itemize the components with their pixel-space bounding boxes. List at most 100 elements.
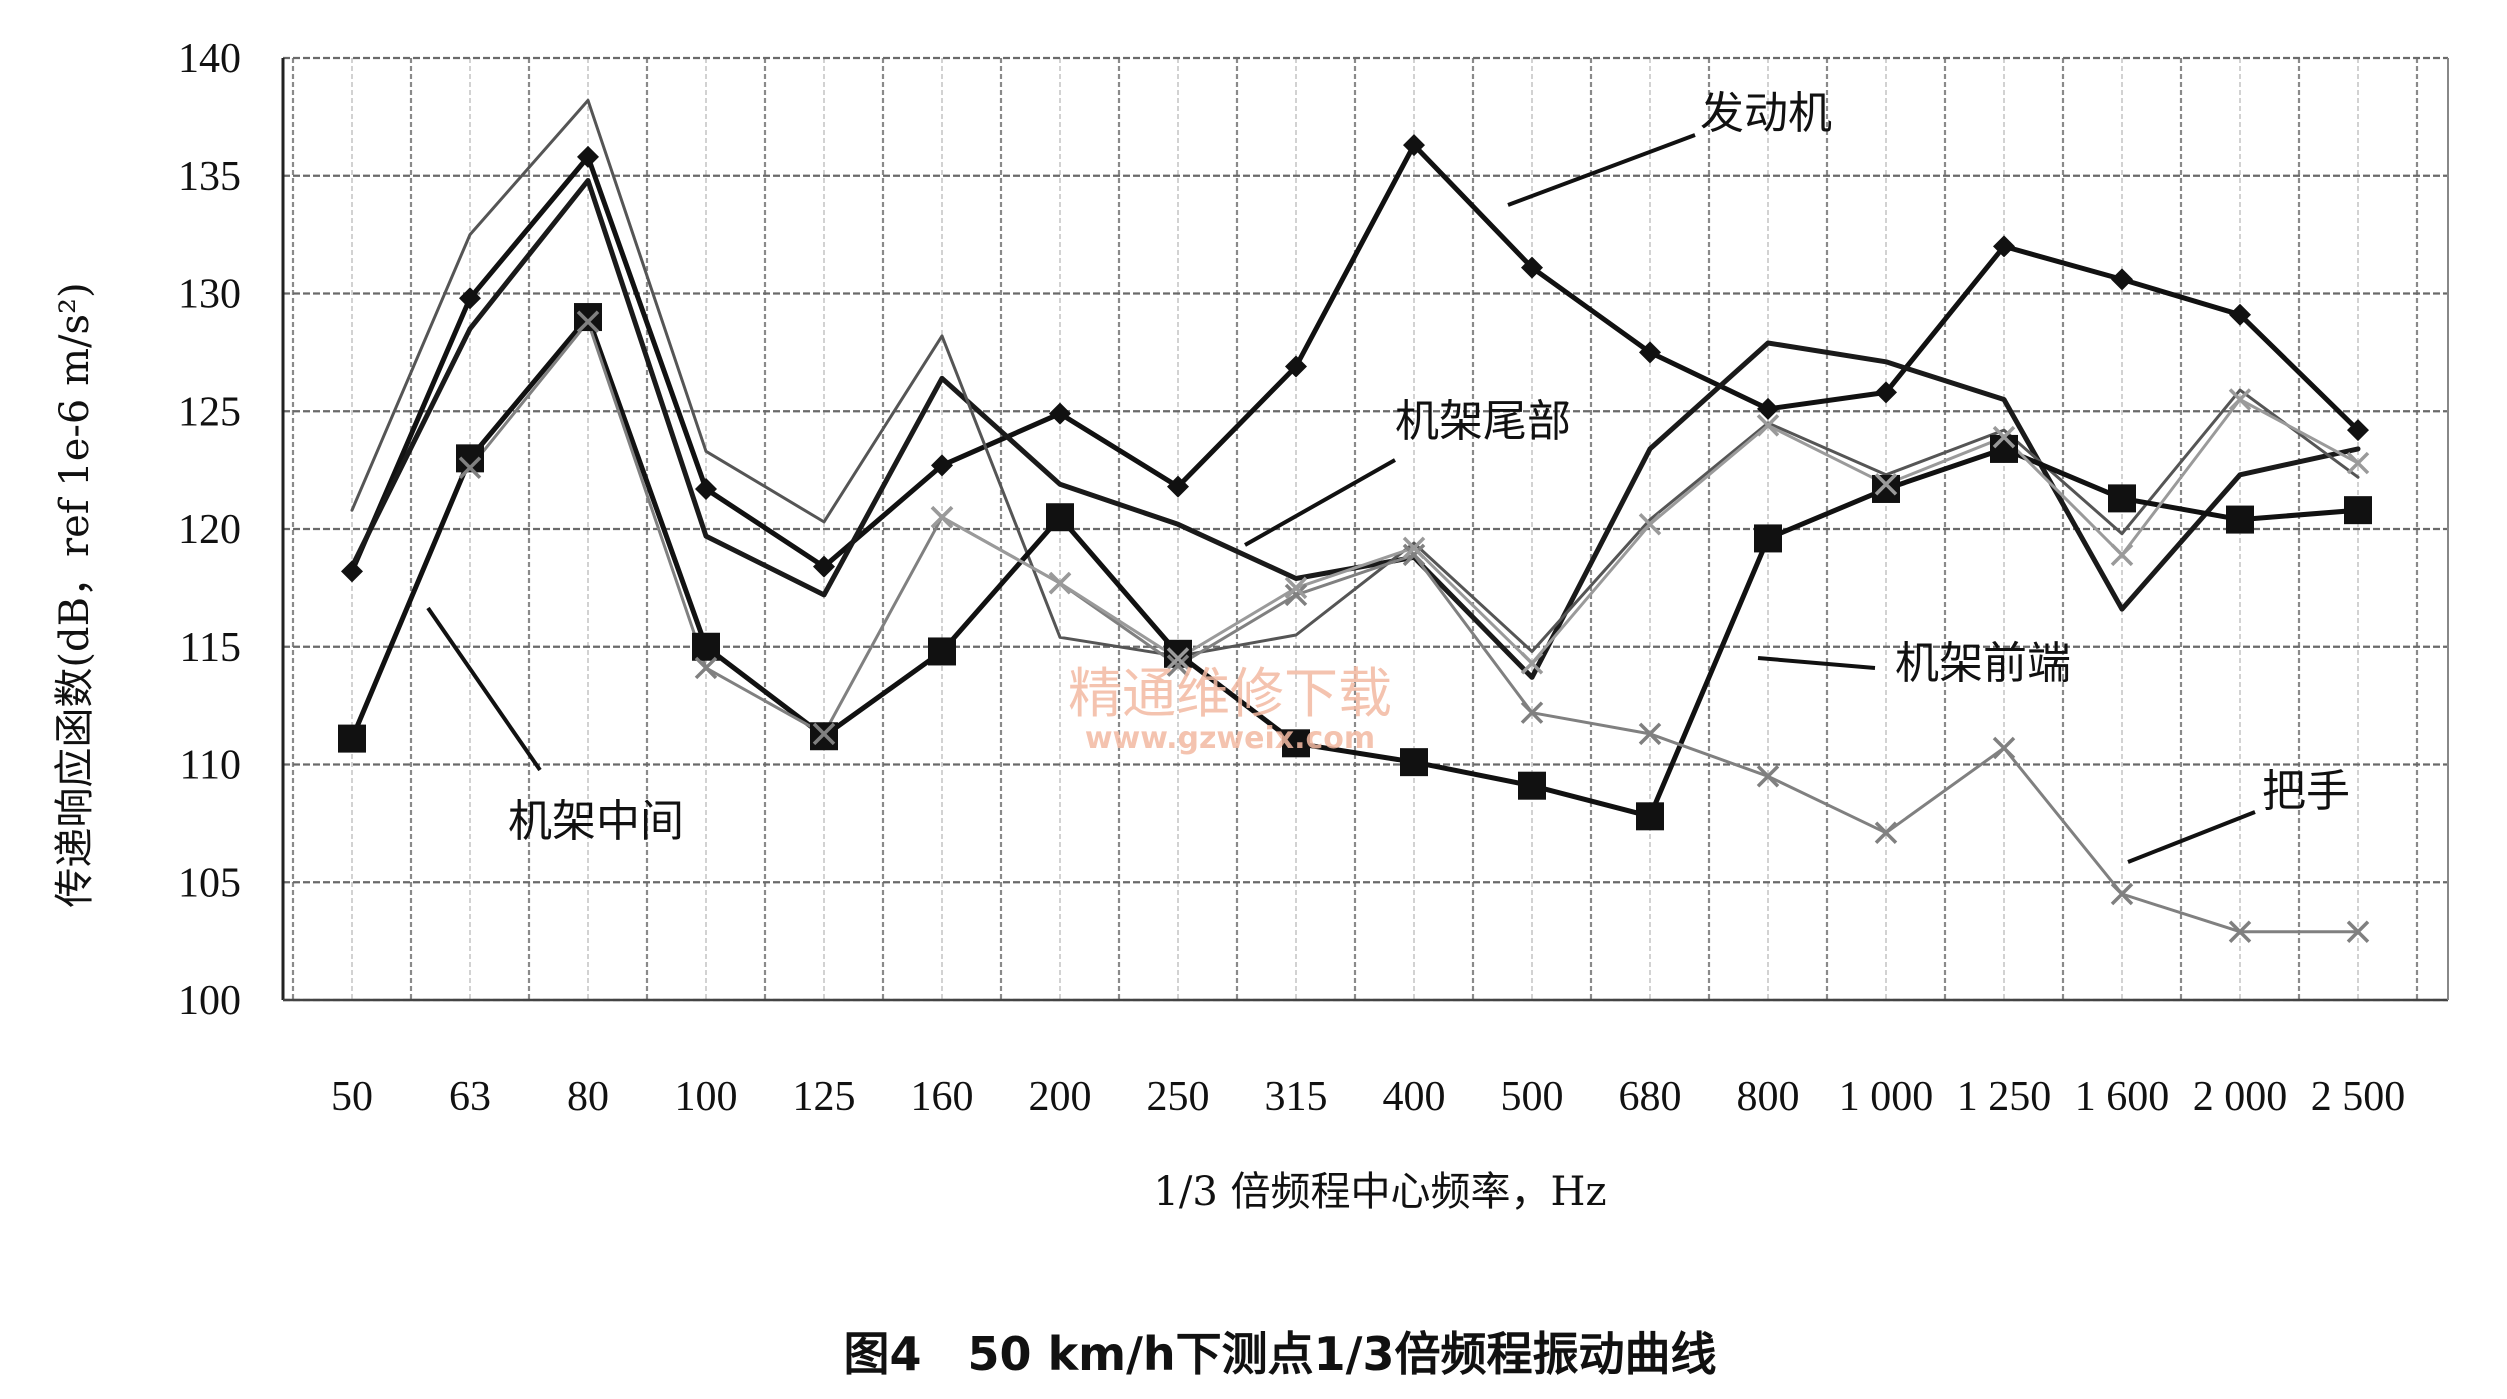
plot-frame xyxy=(281,58,2449,1002)
x-tick-label: 800 xyxy=(1737,1074,1800,1120)
annotation-label: 机架尾部 xyxy=(1395,396,1571,447)
data-point-cross xyxy=(1048,571,1072,595)
series-line xyxy=(349,142,2361,574)
data-point-cross xyxy=(1874,821,1898,845)
data-point-diamond xyxy=(813,555,835,578)
data-point-cross xyxy=(1756,765,1780,788)
data-point-cross xyxy=(2346,920,2370,943)
data-point-cross xyxy=(1402,543,1426,567)
data-point-square xyxy=(2108,484,2136,513)
data-point-square xyxy=(1400,748,1428,777)
data-point-diamond xyxy=(341,560,363,583)
x-tick-labels: 50 63 80 100 125 160 200 250 315 400 500 680 800 1 00… xyxy=(331,1074,2405,1120)
y-tick-label: 100 xyxy=(178,978,241,1024)
annotation-label: 发动机 xyxy=(1700,88,1832,139)
data-point-cross xyxy=(694,656,718,680)
data-point-cross xyxy=(1520,701,1544,724)
x-tick-label: 315 xyxy=(1265,1074,1328,1120)
x-tick-label: 63 xyxy=(449,1074,491,1120)
series-markers xyxy=(338,134,2372,943)
data-point-cross xyxy=(458,456,482,480)
data-point-diamond xyxy=(695,477,717,500)
x-tick-label: 2 000 xyxy=(2193,1074,2288,1120)
data-point-cross xyxy=(812,722,836,746)
data-point-cross xyxy=(1284,576,1308,600)
data-point-cross xyxy=(1166,647,1190,670)
data-point-square xyxy=(692,632,720,661)
y-tick-label: 115 xyxy=(180,625,241,671)
y-tick-labels: 100 105 110 115 120 125 130 135 140 xyxy=(178,36,241,1024)
x-tick-label: 250 xyxy=(1147,1074,1210,1120)
data-point-cross xyxy=(1992,425,2016,449)
x-tick-label: 1 000 xyxy=(1839,1074,1934,1120)
data-point-diamond xyxy=(1521,256,1543,279)
data-point-square xyxy=(928,637,956,666)
y-tick-label: 125 xyxy=(178,389,241,435)
data-point-cross xyxy=(1992,736,2016,760)
data-point-cross xyxy=(1284,583,1308,607)
data-point-diamond xyxy=(1875,381,1897,404)
data-point-cross xyxy=(2228,388,2252,411)
y-tick-label: 110 xyxy=(180,743,241,789)
y-tick-label: 135 xyxy=(178,154,241,200)
data-point-cross xyxy=(2110,882,2134,906)
data-point-diamond xyxy=(1285,355,1307,378)
data-point-square xyxy=(2226,505,2254,534)
data-point-diamond xyxy=(2347,419,2369,442)
watermark-line2: www.gzweix.com xyxy=(1085,721,1375,756)
data-point-diamond xyxy=(1757,397,1779,420)
data-point-cross xyxy=(1166,654,1190,677)
data-point-square xyxy=(1872,474,1900,503)
annotation-label: 把手 xyxy=(2262,766,2350,817)
y-tick-label: 140 xyxy=(178,36,241,82)
data-point-diamond xyxy=(1167,475,1189,498)
data-point-diamond xyxy=(1993,235,2015,258)
data-point-square xyxy=(574,303,602,332)
data-point-diamond xyxy=(1403,134,1425,157)
data-point-cross xyxy=(2346,451,2370,475)
data-point-diamond xyxy=(1639,341,1661,364)
data-point-diamond xyxy=(931,454,953,477)
x-tick-label: 125 xyxy=(793,1074,856,1120)
watermark-line1: 精通维修下载 xyxy=(1068,662,1392,725)
data-point-cross xyxy=(2110,543,2134,567)
data-point-cross xyxy=(2228,920,2252,943)
x-tick-label: 400 xyxy=(1383,1074,1446,1120)
annotation-leader-line xyxy=(2127,810,2256,864)
data-point-diamond xyxy=(1049,402,1071,425)
x-tick-label: 1 250 xyxy=(1957,1074,2052,1120)
data-point-cross xyxy=(1874,473,1898,496)
data-point-cross xyxy=(576,310,600,333)
data-point-diamond xyxy=(2111,268,2133,291)
data-point-cross xyxy=(930,505,954,529)
x-tick-label: 2 500 xyxy=(2311,1074,2406,1120)
annotation-leader-line xyxy=(1757,656,1876,670)
data-point-square xyxy=(1282,729,1310,758)
x-tick-label: 80 xyxy=(567,1074,609,1120)
x-tick-label: 1 600 xyxy=(2075,1074,2170,1120)
data-point-diamond xyxy=(2229,303,2251,326)
x-tick-label: 200 xyxy=(1029,1074,1092,1120)
data-point-cross xyxy=(1756,414,1780,437)
data-point-square xyxy=(338,724,366,753)
x-tick-label: 680 xyxy=(1619,1074,1682,1120)
data-point-cross xyxy=(1520,651,1544,675)
data-point-square xyxy=(1518,771,1546,800)
annotation-leader-line xyxy=(1507,133,1696,207)
x-tick-label: 160 xyxy=(911,1074,974,1120)
data-point-diamond xyxy=(577,145,599,168)
data-point-cross xyxy=(1638,513,1662,536)
x-tick-label: 500 xyxy=(1501,1074,1564,1120)
grid xyxy=(283,56,2448,1002)
annotation-leader-line xyxy=(1244,458,1396,547)
annotation-leader-line xyxy=(426,606,542,772)
x-axis-title: 1/3 倍频程中心频率，Hz xyxy=(1153,1169,1606,1215)
data-point-cross xyxy=(1638,722,1662,746)
annotation-label: 机架前端 xyxy=(1895,638,2071,689)
data-point-cross xyxy=(1402,536,1426,560)
data-point-square xyxy=(1636,802,1664,831)
y-tick-label: 105 xyxy=(178,860,241,906)
data-point-square xyxy=(1046,503,1074,532)
